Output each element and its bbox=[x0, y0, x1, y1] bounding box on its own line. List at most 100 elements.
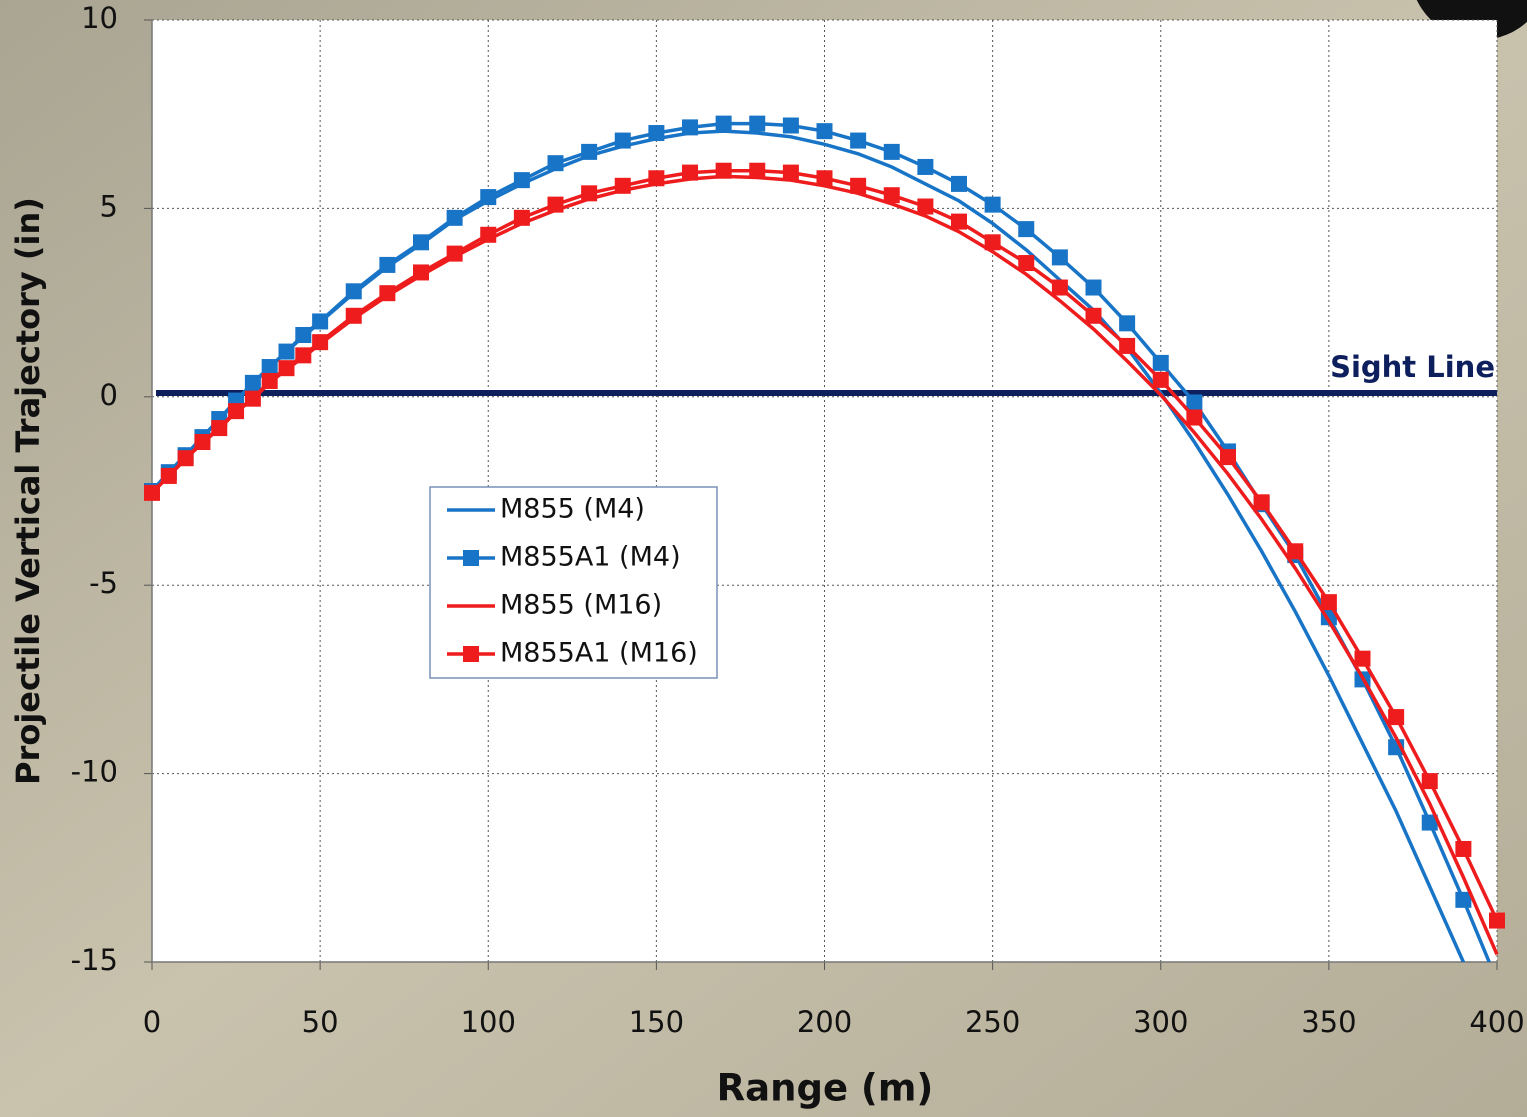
marker bbox=[1421, 773, 1438, 790]
marker bbox=[917, 198, 934, 215]
marker bbox=[715, 162, 732, 179]
marker bbox=[1152, 371, 1169, 388]
marker bbox=[951, 175, 967, 192]
marker bbox=[1489, 912, 1505, 929]
marker bbox=[883, 187, 900, 204]
y-tick-label: 5 bbox=[100, 189, 118, 223]
marker bbox=[1287, 543, 1304, 560]
marker bbox=[984, 234, 1001, 251]
marker bbox=[1455, 840, 1472, 857]
x-axis-label: Range (m) bbox=[717, 1067, 934, 1110]
marker bbox=[1388, 709, 1405, 726]
legend-label: M855A1 (M16) bbox=[500, 638, 698, 669]
x-tick-label: 200 bbox=[797, 1005, 852, 1039]
marker bbox=[1085, 279, 1102, 296]
marker bbox=[1186, 394, 1203, 411]
marker bbox=[883, 143, 900, 160]
marker bbox=[782, 117, 799, 134]
marker bbox=[1186, 409, 1203, 426]
marker bbox=[278, 343, 295, 360]
y-tick-label: -15 bbox=[71, 943, 118, 977]
marker bbox=[312, 334, 329, 351]
marker bbox=[1051, 249, 1068, 266]
marker bbox=[379, 256, 396, 273]
marker bbox=[850, 177, 867, 194]
marker bbox=[1051, 279, 1068, 296]
legend-marker bbox=[463, 550, 479, 566]
marker bbox=[261, 359, 278, 376]
marker bbox=[816, 123, 833, 140]
marker bbox=[1220, 449, 1236, 466]
marker bbox=[816, 170, 833, 187]
marker bbox=[513, 172, 530, 189]
legend-label: M855 (M4) bbox=[500, 494, 645, 525]
x-tick-label: 350 bbox=[1301, 1005, 1356, 1039]
marker bbox=[261, 372, 278, 389]
marker bbox=[345, 283, 362, 300]
marker bbox=[648, 170, 665, 187]
marker bbox=[547, 196, 564, 213]
marker bbox=[1320, 594, 1337, 611]
marker bbox=[1455, 891, 1472, 908]
marker bbox=[480, 226, 497, 243]
x-tick-label: 150 bbox=[629, 1005, 684, 1039]
marker bbox=[648, 125, 665, 142]
marker bbox=[782, 164, 799, 181]
marker bbox=[480, 189, 497, 206]
marker bbox=[547, 155, 564, 172]
x-tick-label: 300 bbox=[1133, 1005, 1188, 1039]
legend-label: M855A1 (M4) bbox=[500, 542, 681, 573]
marker bbox=[682, 119, 698, 136]
marker bbox=[1018, 221, 1035, 238]
marker bbox=[1119, 337, 1136, 354]
marker bbox=[244, 390, 261, 407]
marker bbox=[244, 374, 261, 391]
marker bbox=[581, 143, 598, 160]
marker bbox=[715, 115, 732, 132]
marker bbox=[749, 162, 766, 179]
x-tick-label: 100 bbox=[461, 1005, 516, 1039]
marker bbox=[749, 115, 766, 132]
marker bbox=[917, 158, 934, 175]
marker bbox=[581, 185, 598, 202]
marker bbox=[1018, 255, 1035, 272]
marker bbox=[1354, 650, 1371, 667]
legend-marker bbox=[463, 646, 479, 662]
x-tick-label: 50 bbox=[302, 1005, 339, 1039]
marker bbox=[413, 264, 429, 281]
y-tick-label: 0 bbox=[100, 378, 118, 412]
marker bbox=[160, 467, 177, 484]
marker bbox=[446, 245, 463, 262]
y-axis-label: Projectile Vertical Trajectory (in) bbox=[9, 197, 47, 785]
marker bbox=[614, 177, 631, 194]
marker bbox=[850, 132, 867, 149]
marker bbox=[413, 234, 429, 251]
marker bbox=[984, 196, 1001, 213]
marker bbox=[682, 164, 698, 181]
y-tick-label: -10 bbox=[71, 755, 118, 789]
marker bbox=[614, 132, 631, 149]
marker bbox=[379, 285, 396, 302]
marker bbox=[295, 347, 312, 364]
y-tick-label: -5 bbox=[89, 566, 118, 600]
marker bbox=[211, 420, 228, 437]
x-tick-label: 250 bbox=[965, 1005, 1020, 1039]
marker bbox=[951, 213, 967, 230]
marker bbox=[278, 360, 295, 377]
marker bbox=[194, 434, 211, 451]
marker bbox=[446, 209, 463, 226]
y-tick-label: 10 bbox=[81, 1, 118, 35]
series-line bbox=[150, 168, 1499, 922]
marker bbox=[144, 484, 160, 501]
sight-line-label: Sight Line bbox=[1330, 350, 1495, 384]
marker bbox=[312, 313, 329, 330]
marker bbox=[513, 209, 530, 226]
marker bbox=[1253, 494, 1270, 511]
x-tick-label: 0 bbox=[143, 1005, 161, 1039]
legend-label: M855 (M16) bbox=[500, 590, 662, 621]
marker bbox=[1152, 354, 1169, 371]
x-tick-label: 400 bbox=[1469, 1005, 1524, 1039]
marker bbox=[1119, 315, 1136, 332]
